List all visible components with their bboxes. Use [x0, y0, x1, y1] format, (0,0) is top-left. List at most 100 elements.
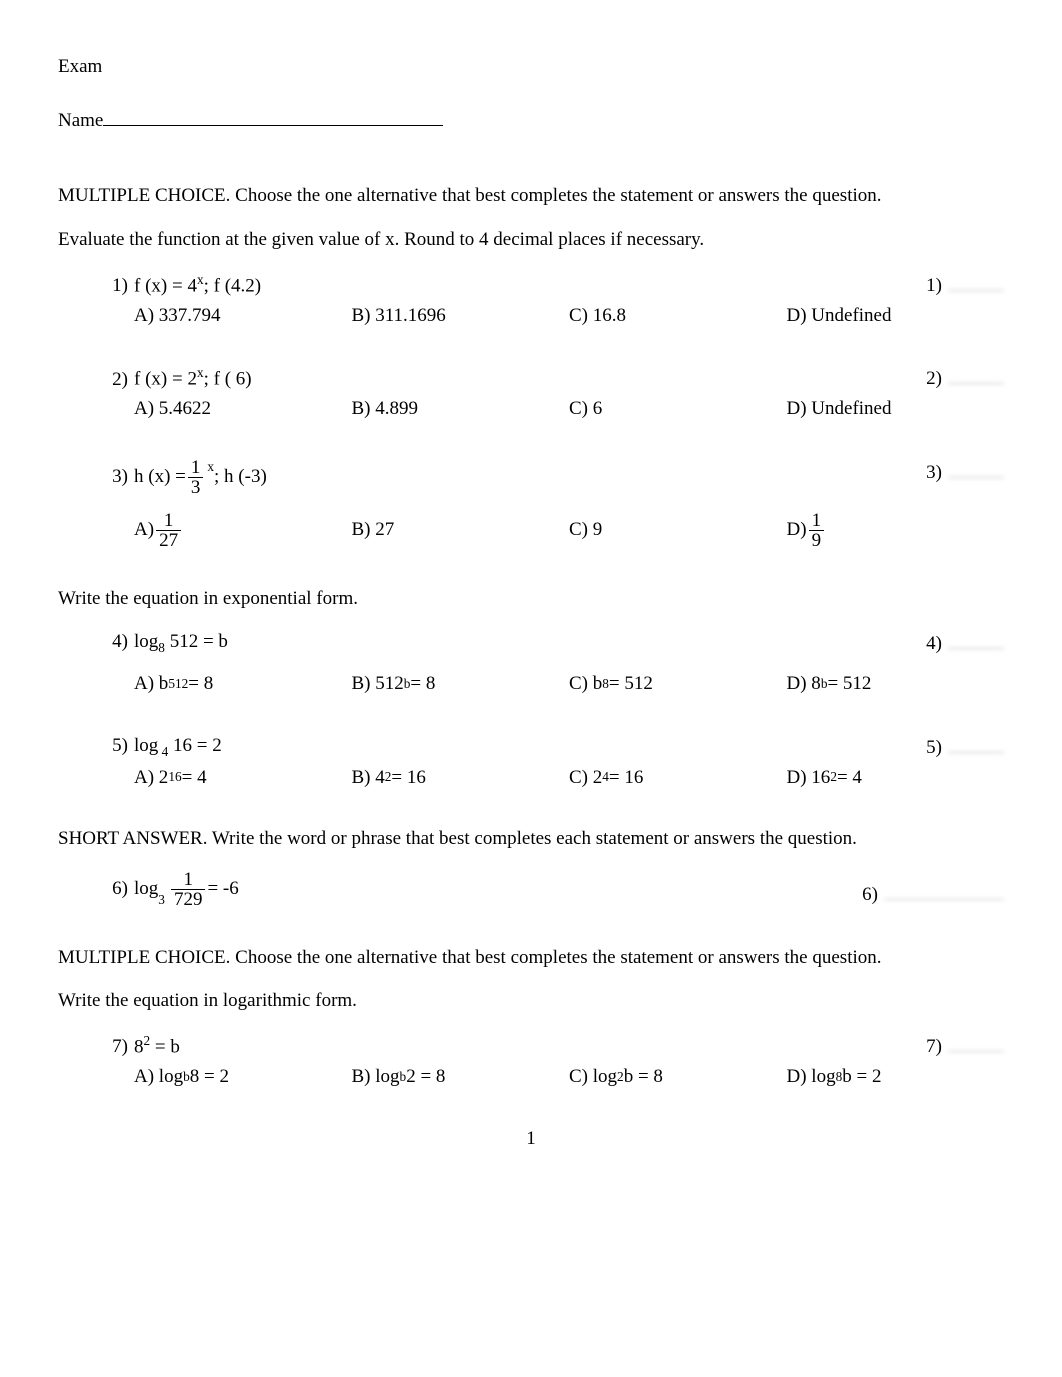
q5-stem-pre: log — [134, 735, 158, 756]
q5-c-sup: 4 — [602, 768, 609, 786]
q6-ans-blank — [884, 880, 1004, 900]
q4-d-sup: b — [821, 675, 828, 693]
q4-ans-num: 4) — [926, 631, 942, 657]
q3-d-num: 1 — [809, 511, 825, 530]
q2-number: 2) — [98, 367, 128, 393]
q2-choice-a: A) 5.4622 — [134, 396, 352, 422]
q7-d-sub: 8 — [836, 1068, 843, 1086]
q1-choice-a: A) 337.794 — [134, 303, 352, 329]
q7-number: 7) — [98, 1034, 128, 1060]
q2-choice-b: B) 4.899 — [352, 396, 570, 422]
q7-b-pre: B) log — [352, 1064, 400, 1090]
q4-stem-post: 512 = b — [165, 631, 228, 652]
q4-d-post: = 512 — [827, 671, 871, 697]
q3-frac-num: 1 — [188, 458, 204, 477]
q2-stem-exp: x — [197, 365, 204, 380]
q3-choice-a: A) 1 27 — [134, 511, 352, 550]
question-1: 1) f (x) = 4x; f (4.2) A) 337.794 B) 311… — [98, 271, 1004, 329]
q4-choice-d: D) 8b = 512 — [787, 671, 1005, 697]
q6-stem-pre: log — [134, 876, 158, 902]
q5-a-sup: 16 — [168, 768, 181, 786]
mc-instructions-2: MULTIPLE CHOICE. Choose the one alternat… — [58, 945, 1004, 971]
q1-number: 1) — [98, 273, 128, 299]
q7-b-sub: b — [400, 1068, 407, 1086]
q6-number: 6) — [98, 876, 128, 902]
q3-d-pre: D) — [787, 517, 807, 543]
q1-ans-blank — [948, 271, 1004, 291]
q4-c-post: = 512 — [609, 671, 653, 697]
exam-title: Exam — [58, 54, 1004, 80]
q3-a-num: 1 — [156, 511, 181, 530]
q4-choice-c: C) b8 = 512 — [569, 671, 787, 697]
q5-b-pre: B) 4 — [352, 765, 385, 791]
q4-b-pre: B) 512 — [352, 671, 404, 697]
q1-stem-exp: x — [197, 272, 204, 287]
q1-stem: f (x) = 4x; f (4.2) — [134, 271, 1004, 299]
q2-choice-c: C) 6 — [569, 396, 787, 422]
q7-a-sub: b — [183, 1068, 190, 1086]
q5-a-pre: A) 2 — [134, 765, 168, 791]
q4-stem-sub: 8 — [158, 640, 165, 655]
q5-choice-a: A) 216 = 4 — [134, 765, 352, 791]
q7-d-pre: D) log — [787, 1064, 836, 1090]
q3-stem-pre: h (x) = — [134, 464, 186, 490]
q7-c-post: b = 8 — [624, 1064, 663, 1090]
q3-answer-marker: 3) — [926, 458, 1004, 486]
name-line: Name — [58, 108, 1004, 134]
q4-c-pre: C) b — [569, 671, 602, 697]
q4-number: 4) — [98, 629, 128, 655]
q6-frac-den: 729 — [171, 889, 206, 909]
mc-instructions-1: MULTIPLE CHOICE. Choose the one alternat… — [58, 183, 1004, 209]
q4-b-post: = 8 — [410, 671, 435, 697]
q5-ans-blank — [948, 733, 1004, 753]
q7-choice-d: D) log8 b = 2 — [787, 1064, 1005, 1090]
q2-stem-post: ; f ( 6) — [204, 369, 252, 390]
q6-frac-num: 1 — [171, 870, 206, 889]
eval-fn-instructions: Evaluate the function at the given value… — [58, 227, 1004, 253]
q3-frac-den: 3 — [188, 477, 204, 497]
q7-stem-post: = b — [150, 1036, 180, 1057]
q3-a-den: 27 — [156, 530, 181, 550]
q7-a-post: 8 = 2 — [190, 1064, 229, 1090]
q7-ans-num: 7) — [926, 1034, 942, 1060]
question-3: 3) h (x) = 1 3 x ; h (-3) A) 1 27 B) 27 … — [98, 458, 1004, 550]
q7-ans-blank — [948, 1032, 1004, 1052]
q3-frac: 1 3 — [188, 458, 204, 497]
q5-b-post: = 16 — [391, 765, 425, 791]
q7-b-post: 2 = 8 — [406, 1064, 445, 1090]
q1-stem-pre: f (x) = 4 — [134, 275, 197, 296]
q5-number: 5) — [98, 733, 128, 759]
q3-d-frac: 1 9 — [809, 511, 825, 550]
q4-c-sup: 8 — [602, 675, 609, 693]
write-exp-instructions: Write the equation in exponential form. — [58, 586, 1004, 612]
q6-stem-post: = -6 — [207, 876, 238, 902]
question-5: 5) log 4 16 = 2 A) 216 = 4 B) 42 = 16 C)… — [98, 733, 1004, 790]
q7-choice-c: C) log2 b = 8 — [569, 1064, 787, 1090]
q5-choice-d: D) 162 = 4 — [787, 765, 1005, 791]
q5-stem-post: 16 = 2 — [168, 735, 221, 756]
q5-d-pre: D) 16 — [787, 765, 831, 791]
q3-stem-post: ; h (-3) — [214, 464, 267, 490]
q3-a-frac: 1 27 — [156, 511, 181, 550]
q3-ans-blank — [948, 458, 1004, 478]
q2-ans-num: 2) — [926, 366, 942, 392]
q4-stem: log8 512 = b — [134, 629, 1004, 657]
q5-d-sup: 2 — [830, 768, 837, 786]
q7-stem: 82 = b — [134, 1032, 1004, 1060]
name-label: Name — [58, 110, 103, 131]
sa-instructions: SHORT ANSWER. Write the word or phrase t… — [58, 826, 1004, 852]
question-7: 7) 82 = b A) logb 8 = 2 B) logb 2 = 8 C)… — [98, 1032, 1004, 1090]
q7-d-post: b = 2 — [842, 1064, 881, 1090]
q5-b-sup: 2 — [385, 768, 392, 786]
q3-stem: h (x) = 1 3 x ; h (-3) — [134, 458, 1004, 497]
question-4: 4) log8 512 = b A) b512 = 8 B) 512b = 8 … — [98, 629, 1004, 696]
q5-a-post: = 4 — [182, 765, 207, 791]
q7-answer-marker: 7) — [926, 1032, 1004, 1060]
q5-c-post: = 16 — [609, 765, 643, 791]
q4-b-sup: b — [404, 675, 411, 693]
q3-choice-c: C) 9 — [569, 517, 787, 543]
q5-c-pre: C) 2 — [569, 765, 602, 791]
q5-ans-num: 5) — [926, 735, 942, 761]
q1-answer-marker: 1) — [926, 271, 1004, 299]
q6-frac: 1 729 — [171, 870, 206, 909]
